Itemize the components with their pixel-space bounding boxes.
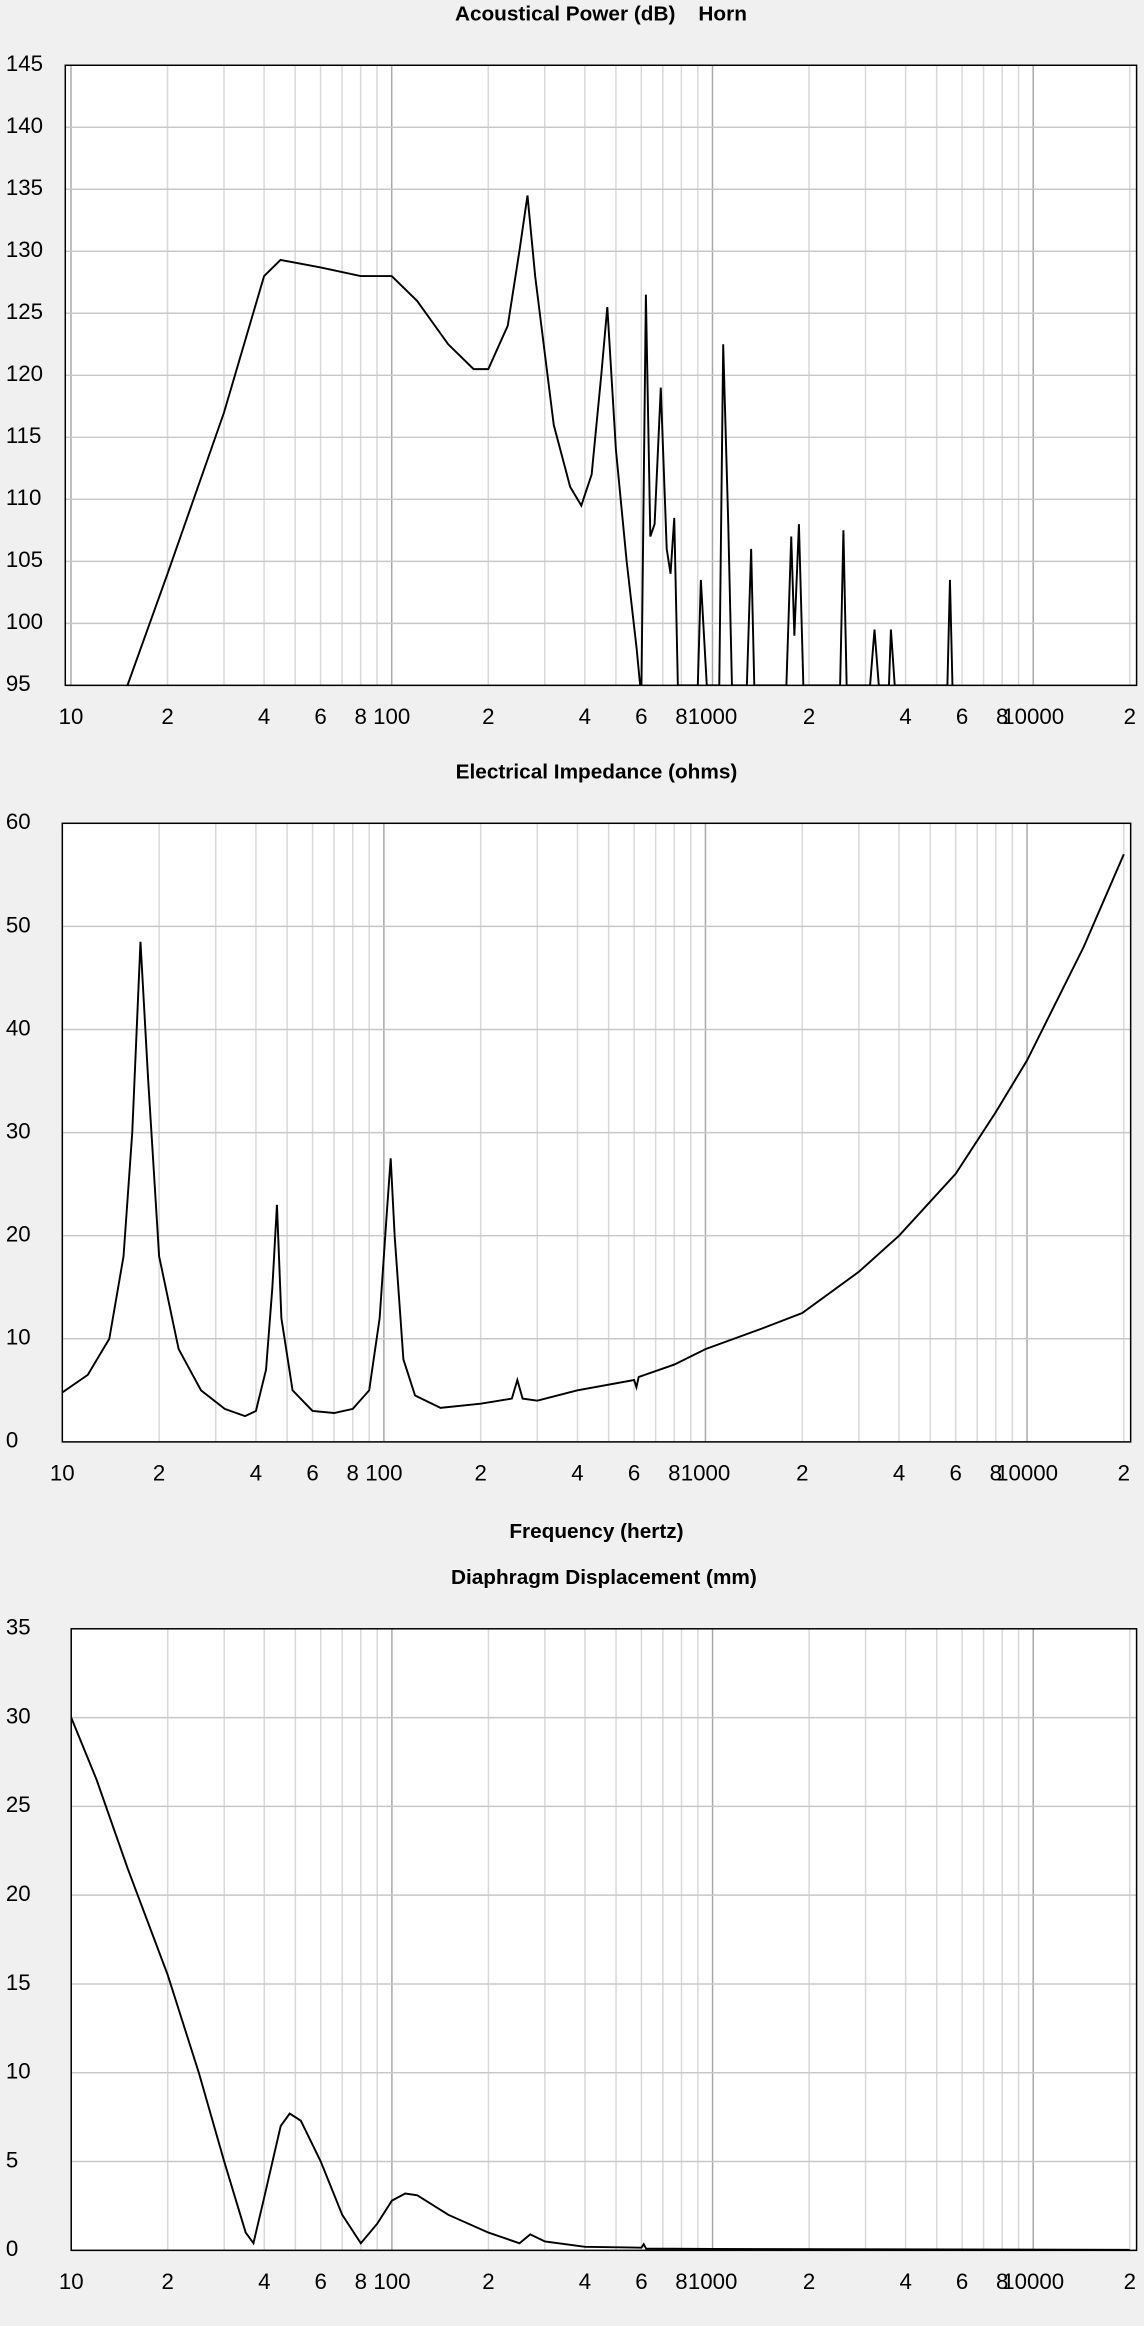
- y-tick-label: 30: [6, 1118, 31, 1143]
- x-tick-label: 2: [1124, 704, 1136, 729]
- x-tick-label: 6: [628, 1460, 640, 1485]
- y-tick-label: 25: [6, 1792, 31, 1817]
- x-tick-label: 2: [1124, 2269, 1136, 2294]
- plot-area: [71, 1628, 1137, 2251]
- x-tick-label: 4: [899, 2269, 911, 2294]
- x-tick-label: 8: [675, 2269, 687, 2294]
- x-tick-label: 100: [373, 704, 410, 729]
- x-tick-label: 2: [482, 704, 494, 729]
- y-tick-label: 95: [6, 671, 31, 696]
- x-tick-label: 10000: [1002, 2269, 1064, 2294]
- y-tick-label: 145: [6, 51, 43, 76]
- x-tick-label: 4: [899, 704, 911, 729]
- x-tick-label: 1000: [688, 2269, 738, 2294]
- y-tick-label: 20: [6, 1881, 31, 1906]
- y-tick-label: 100: [6, 609, 43, 634]
- x-tick-label: 2: [1118, 1460, 1130, 1485]
- y-tick-label: 135: [6, 175, 43, 200]
- y-tick-label: 10: [6, 2059, 31, 2084]
- x-tick-label: 6: [306, 1460, 318, 1485]
- x-tick-label: 4: [893, 1460, 905, 1485]
- x-tick-label: 8: [996, 2269, 1008, 2294]
- y-tick-label: 40: [6, 1015, 31, 1040]
- x-tick-label: 6: [950, 1460, 962, 1485]
- x-tick-label: 4: [579, 2269, 591, 2294]
- x-tick-label: 100: [365, 1460, 402, 1485]
- x-tick-label: 2: [482, 2269, 494, 2294]
- x-tick-label: 8: [347, 1460, 359, 1485]
- plot-frame: [61, 822, 1132, 1443]
- x-tick-label: 8: [990, 1460, 1002, 1485]
- y-tick-label: 125: [6, 299, 43, 324]
- x-tick-label: 6: [635, 2269, 647, 2294]
- x-tick-label: 1000: [681, 1460, 731, 1485]
- y-tick-label: 0: [6, 1428, 18, 1453]
- y-tick-label: 50: [6, 912, 31, 937]
- x-tick-label: 8: [354, 704, 366, 729]
- x-tick-label: 8: [668, 1460, 680, 1485]
- y-tick-label: 30: [6, 1703, 31, 1728]
- x-tick-label: 2: [162, 2269, 174, 2294]
- x-tick-label: 2: [153, 1460, 165, 1485]
- x-tick-label: 100: [373, 2269, 410, 2294]
- y-tick-label: 120: [6, 361, 43, 386]
- chart-title: Acoustical Power (dB) Horn: [455, 2, 747, 25]
- x-tick-label: 4: [579, 704, 591, 729]
- y-tick-label: 0: [6, 2236, 18, 2261]
- y-tick-label: 110: [6, 485, 41, 510]
- x-tick-label: 10000: [1002, 704, 1064, 729]
- x-tick-label: 6: [956, 704, 968, 729]
- x-tick-label: 2: [475, 1460, 487, 1485]
- x-tick-label: 10: [50, 1460, 75, 1485]
- data-line: [62, 853, 1125, 1418]
- x-tick-label: 1000: [688, 704, 738, 729]
- x-tick-label: 4: [250, 1460, 262, 1485]
- chart-title: Electrical Impedance (ohms): [456, 760, 738, 783]
- data-line: [71, 1717, 1130, 2251]
- x-tick-label: 6: [315, 2269, 327, 2294]
- x-tick-label: 6: [956, 2269, 968, 2294]
- x-tick-label: 10: [59, 2269, 84, 2294]
- y-tick-label: 130: [6, 237, 43, 262]
- x-tick-label: 4: [258, 2269, 270, 2294]
- y-tick-label: 15: [6, 1970, 31, 1995]
- x-axis-label: Frequency (hertz): [509, 1520, 683, 1543]
- x-tick-label: 10: [59, 704, 84, 729]
- x-tick-label: 4: [571, 1460, 583, 1485]
- y-tick-label: 5: [6, 2147, 18, 2172]
- y-tick-label: 10: [6, 1325, 31, 1350]
- chart-title: Diaphragm Displacement (mm): [451, 1566, 757, 1589]
- y-tick-label: 140: [6, 113, 43, 138]
- y-tick-label: 115: [6, 423, 41, 448]
- y-tick-label: 20: [6, 1222, 31, 1247]
- x-tick-label: 2: [161, 704, 173, 729]
- x-tick-label: 2: [803, 704, 815, 729]
- x-tick-label: 4: [258, 704, 270, 729]
- x-tick-label: 2: [796, 1460, 808, 1485]
- data-line: [126, 195, 954, 686]
- x-tick-label: 8: [996, 704, 1008, 729]
- y-tick-label: 60: [6, 809, 31, 834]
- x-tick-label: 6: [314, 704, 326, 729]
- x-tick-label: 2: [803, 2269, 815, 2294]
- x-tick-label: 10000: [996, 1460, 1058, 1485]
- y-tick-label: 35: [6, 1615, 31, 1640]
- x-tick-label: 6: [635, 704, 647, 729]
- y-tick-label: 105: [6, 547, 43, 572]
- x-tick-label: 8: [355, 2269, 367, 2294]
- plot-frame: [64, 64, 1138, 687]
- plot-frame: [70, 1628, 1138, 2252]
- x-tick-label: 8: [675, 704, 687, 729]
